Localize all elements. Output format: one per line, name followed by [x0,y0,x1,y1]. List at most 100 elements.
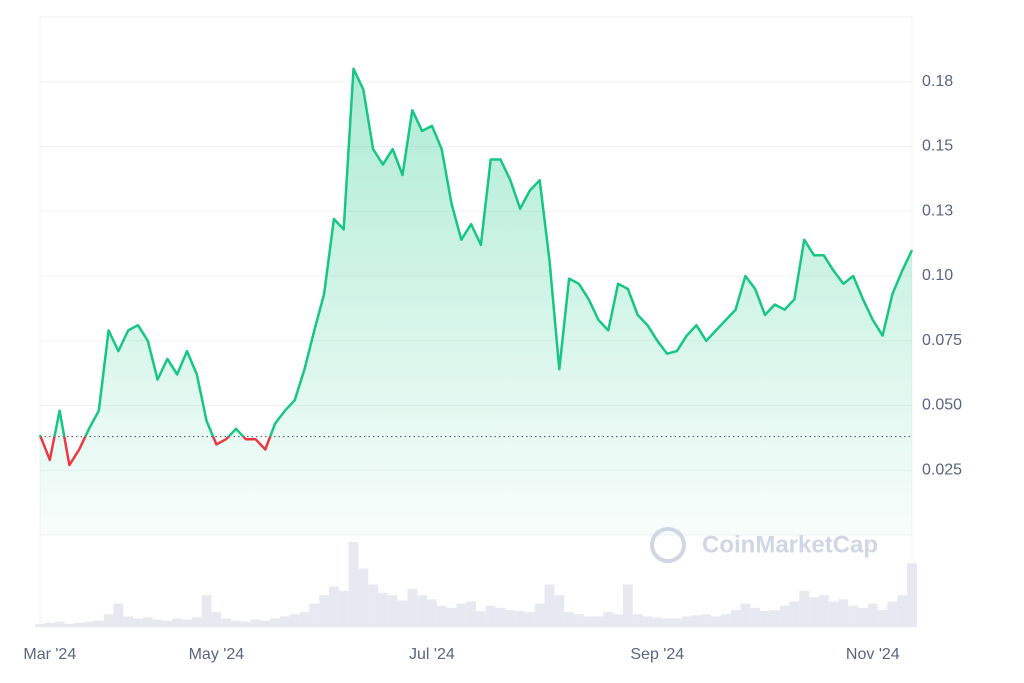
volume-bar [378,593,388,627]
volume-bar [133,618,143,627]
volume-bar [191,617,202,627]
volume-bar [789,601,800,627]
volume-bar [662,618,672,627]
volume-bar [887,601,898,627]
volume-bar [799,590,810,627]
volume-bar [622,584,633,627]
volume-bar [564,612,574,627]
volume-bar [701,614,712,627]
volume-bar [583,616,594,627]
volume-bar [642,616,653,627]
y-tick-label: 0.025 [922,461,962,478]
volume-bar [495,607,506,627]
y-tick-label: 0.15 [922,138,953,155]
volume-bar [897,595,908,627]
volume-bar [280,616,290,627]
volume-bar [681,616,692,627]
volume-bar [573,614,584,627]
volume-bar [338,590,349,627]
x-tick-label: May '24 [189,646,245,663]
y-tick-label: 0.18 [922,73,953,90]
volume-bar [103,614,114,627]
volume-bar [64,623,75,627]
volume-bar [93,620,104,627]
volume-bar [515,611,525,627]
volume-bar [446,607,457,627]
volume-bar [711,616,721,627]
volume-bar [867,603,878,627]
volume-bar [211,612,222,627]
volume-bar [387,595,398,627]
volume-bar [44,622,55,627]
watermark: CoinMarketCap [650,527,878,563]
volume-bar [456,603,467,627]
volume-bar [544,584,555,627]
volume-bar [524,612,535,627]
volume-bar [671,618,682,627]
volume-bar [319,595,330,627]
x-tick-label: Jul '24 [409,646,455,663]
volume-bar [750,607,761,627]
volume-bar [329,586,339,627]
volume-bar [54,621,65,627]
watermark-text: CoinMarketCap [702,531,878,558]
volume-bar [162,620,173,627]
volume-bar [84,621,94,627]
volume-bar [240,621,251,627]
volume-bar [760,611,770,627]
volume-bar [348,542,359,627]
volume-bar [769,610,780,627]
y-tick-label: 0.13 [922,202,953,219]
volume-bar [632,614,643,627]
volume-bar [231,620,241,627]
volume-bar [858,607,868,627]
volume-bar [691,615,702,627]
volume-bar [123,616,134,627]
volume-bar [613,614,623,627]
y-tick-label: 0.050 [922,397,962,414]
area [40,68,912,536]
volume-bar [358,568,369,627]
volume-bar [593,616,604,627]
x-tick-label: Sep '24 [630,646,684,663]
volume-bar [407,588,418,627]
x-tick-label: Mar '24 [23,646,76,663]
volume-bar [740,603,751,627]
volume-bar [730,610,741,627]
volume-bar [818,595,829,627]
volume-bar [368,584,379,627]
volume-bar [221,618,232,627]
volume-bar [397,600,408,627]
volume-bar [260,620,271,627]
volume-bar [554,595,565,627]
volume-bar [74,622,85,627]
volume-bar [142,617,153,627]
volume-bar [172,618,183,627]
volume-bar [201,595,212,627]
volume-bar [289,614,300,627]
volume-bar [466,601,476,627]
volume-bar [603,612,614,627]
volume-bar [270,618,281,627]
volume-bar [848,605,859,627]
volume-bar [476,611,486,627]
volume-bar [828,601,839,627]
x-tick-label: Nov '24 [846,646,900,663]
volume-bar [152,619,163,627]
volume-bar [534,603,545,627]
volume-bar [505,610,516,627]
volume-bar [35,623,45,627]
volume-bar [779,605,790,627]
volume-bar [182,619,192,627]
y-tick-label: 0.10 [922,267,953,284]
volume-bar [309,603,320,627]
price-line [38,67,914,467]
y-tick-label: 0.075 [922,332,962,349]
volume-bar [436,605,447,627]
volume-bar [417,595,428,627]
volume-bar [720,614,731,627]
volume-bar [809,597,819,627]
volume-bar [907,563,917,627]
volume-bar [250,619,261,627]
